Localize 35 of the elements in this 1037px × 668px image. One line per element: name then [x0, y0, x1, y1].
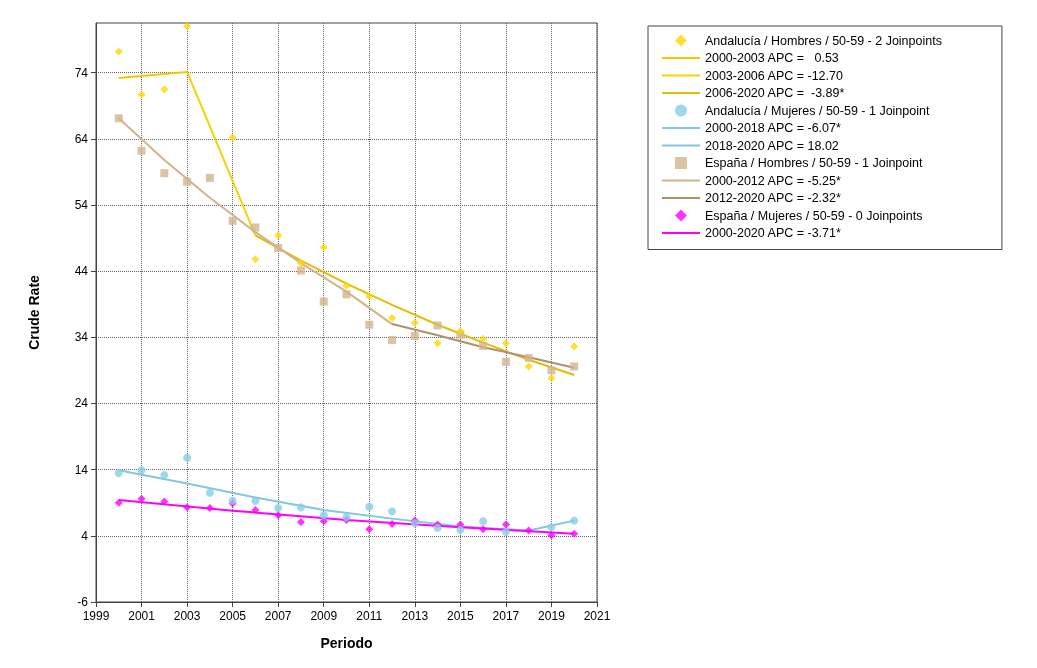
legend-label: España / Mujeres / 50-59 - 0 Joinpoints [705, 208, 923, 223]
y-tick-label: 34 [74, 330, 89, 345]
legend-label: 2018-2020 APC = 18.02 [705, 138, 839, 153]
x-tick-label: 2005 [219, 609, 247, 623]
x-tick-label: 2011 [356, 609, 383, 623]
y-tick-label: -6 [77, 595, 89, 609]
legend-label: 2000-2012 APC = -5.25* [705, 173, 841, 188]
y-tick-label: 24 [74, 396, 89, 411]
x-tick-label: 2007 [264, 609, 292, 623]
x-tick-label: 2013 [401, 609, 429, 623]
y-tick-label: 64 [74, 131, 89, 146]
x-tick-label: 2001 [128, 609, 156, 623]
x-tick-label: 1999 [82, 609, 110, 623]
y-tick-label: 4 [81, 528, 89, 543]
y-axis-title: Crude Rate [26, 274, 42, 350]
legend-label: 2000-2020 APC = -3.71* [705, 226, 841, 240]
x-axis-title: Periodo [320, 635, 373, 651]
y-tick-label: 44 [74, 264, 89, 279]
legend-label: 2003-2006 APC = -12.70 [705, 68, 843, 83]
x-tick-label: 2019 [538, 609, 566, 623]
legend-label: 2000-2018 APC = -6.07* [705, 121, 841, 135]
legend-label: 2012-2020 APC = -2.32* [705, 191, 841, 205]
legend-label: 2000-2003 APC = 0.53 [705, 51, 839, 65]
y-tick-label: 74 [74, 65, 89, 80]
x-tick-label: 2015 [447, 609, 475, 623]
x-tick-label: 2021 [583, 609, 611, 623]
legend-label: 2006-2020 APC = -3.89* [705, 86, 845, 100]
y-tick-label: 14 [74, 462, 89, 477]
x-tick-label: 2003 [173, 609, 201, 623]
y-tick-label: 54 [74, 197, 89, 212]
legend-label: Andalucía / Mujeres / 50-59 - 1 Joinpoint [705, 103, 930, 118]
x-tick-label: 2017 [492, 609, 520, 623]
legend-label: España / Hombres / 50-59 - 1 Joinpoint [705, 156, 924, 170]
legend-label: Andalucía / Hombres / 50-59 - 2 Joinpoints [705, 33, 942, 48]
x-tick-label: 2009 [310, 609, 338, 623]
